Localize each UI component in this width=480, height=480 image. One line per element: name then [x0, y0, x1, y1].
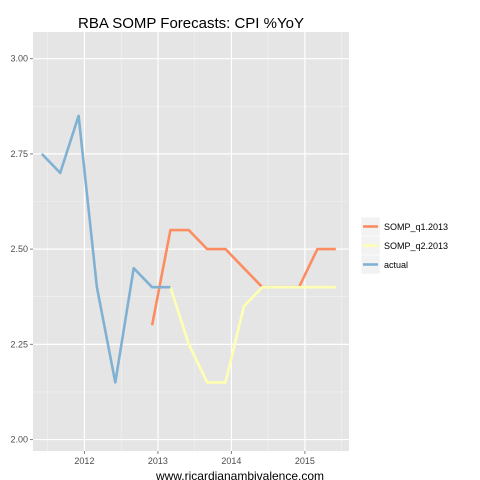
legend-label: SOMP_q1.2013 — [384, 222, 448, 232]
y-tick-label: 3.00 — [10, 54, 28, 64]
y-tick-label: 2.75 — [10, 149, 28, 159]
legend-label: actual — [384, 260, 408, 270]
grid-minor — [33, 32, 349, 451]
y-tick-label: 2.00 — [10, 435, 28, 445]
x-axis: 2012 2013 2014 2015 — [74, 451, 315, 466]
chart-title: RBA SOMP Forecasts: CPI %YoY — [78, 15, 304, 32]
x-tick-label: 2015 — [295, 456, 315, 466]
x-tick-label: 2013 — [148, 456, 168, 466]
grid-major — [33, 32, 349, 451]
x-axis-label: www.ricardianambivalence.com — [155, 469, 324, 480]
y-axis: 2.00 2.25 2.50 2.75 3.00 — [10, 54, 33, 445]
series-line-somp-q1-2013 — [150, 228, 336, 326]
series-line-actual — [40, 114, 171, 384]
plot-panel — [33, 32, 349, 451]
legend-label: SOMP_q2.2013 — [384, 241, 448, 251]
x-tick-label: 2012 — [74, 456, 94, 466]
series-line-somp-q2-2013 — [169, 285, 336, 384]
x-tick-label: 2014 — [221, 456, 241, 466]
y-tick-label: 2.25 — [10, 339, 28, 349]
series-lines — [40, 114, 336, 384]
y-tick-label: 2.50 — [10, 244, 28, 254]
